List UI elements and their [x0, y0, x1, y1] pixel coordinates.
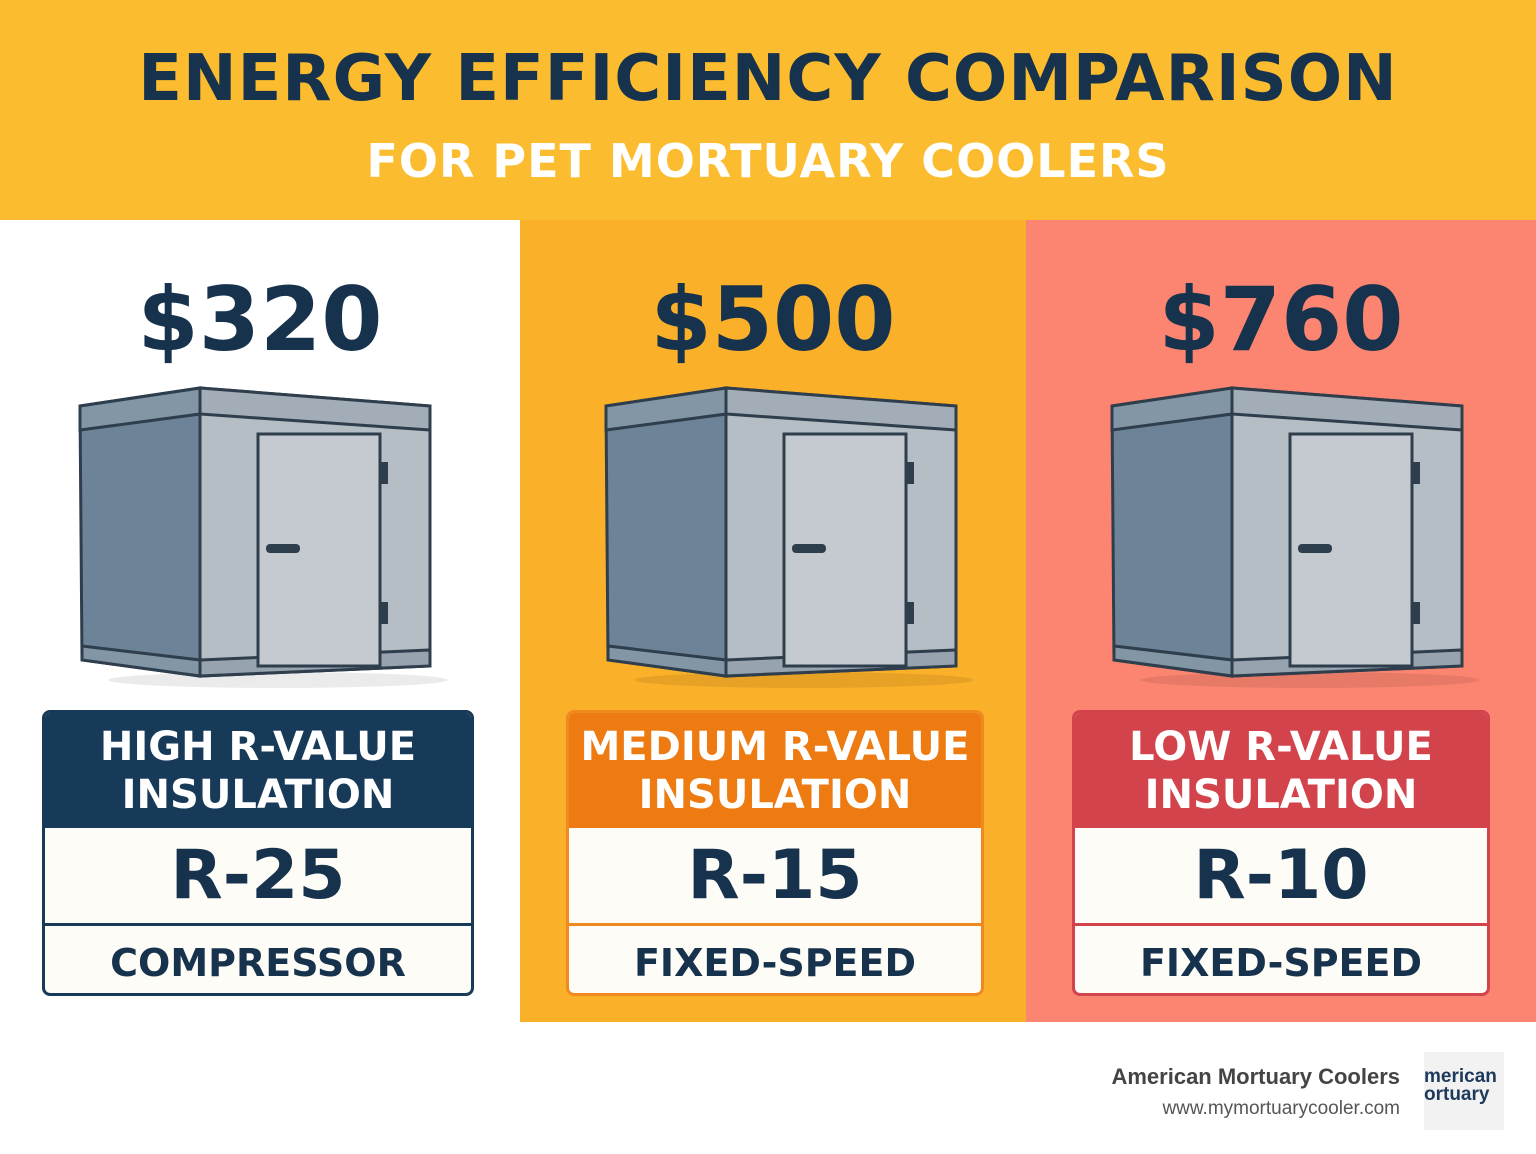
- spec-card: HIGH R-VALUE INSULATION R-25 COMPRESSOR: [42, 710, 474, 996]
- column: $320 HIGH R-VALUE INSULATION R-25 COMPRESSOR: [0, 220, 520, 1022]
- cooler-illustration: [78, 384, 448, 694]
- logo-text: ortuary: [1424, 1084, 1490, 1105]
- insulation-line: LOW R-VALUE: [1129, 723, 1433, 770]
- cooler-illustration: [1110, 384, 1480, 694]
- subtitle: FOR PET MORTUARY COOLERS: [366, 134, 1170, 188]
- insulation-line: INSULATION: [638, 771, 912, 818]
- insulation-line: INSULATION: [121, 771, 395, 818]
- insulation-line: INSULATION: [1144, 771, 1418, 818]
- logo-text: merican: [1424, 1066, 1497, 1087]
- column: $760 LOW R-VALUE INSULATION R-10 FIXED-SPEED: [1026, 220, 1536, 1022]
- r-value: R-25: [170, 836, 346, 915]
- insulation-line: HIGH R-VALUE: [99, 723, 417, 770]
- company-name: American Mortuary Coolers: [1111, 1064, 1400, 1089]
- r-value: R-10: [1193, 836, 1369, 915]
- spec-card: LOW R-VALUE INSULATION R-10 FIXED-SPEED: [1072, 710, 1490, 996]
- compressor-type: FIXED-SPEED: [1075, 923, 1487, 993]
- compressor-type: FIXED-SPEED: [569, 923, 981, 993]
- cooler-illustration: [604, 384, 974, 694]
- insulation-label: MEDIUM R-VALUE INSULATION: [569, 713, 981, 828]
- r-value: R-15: [687, 836, 863, 915]
- logo: merican ortuary: [1424, 1052, 1504, 1130]
- insulation-label: HIGH R-VALUE INSULATION: [45, 713, 471, 828]
- title: ENERGY EFFICIENCY COMPARISON: [138, 42, 1398, 116]
- website: www.mymortuarycooler.com: [1162, 1098, 1400, 1119]
- header: [0, 0, 1536, 220]
- spec-card: MEDIUM R-VALUE INSULATION R-15 FIXED-SPEED: [566, 710, 984, 996]
- price: $760: [1158, 268, 1404, 371]
- price: $320: [137, 268, 383, 371]
- insulation-line: MEDIUM R-VALUE: [580, 723, 970, 770]
- insulation-label: LOW R-VALUE INSULATION: [1075, 713, 1487, 828]
- column: $500 MEDIUM R-VALUE INSULATION R-15 FIXED-SP…: [520, 220, 1026, 1022]
- compressor-type: COMPRESSOR: [45, 923, 471, 993]
- price: $500: [650, 268, 896, 371]
